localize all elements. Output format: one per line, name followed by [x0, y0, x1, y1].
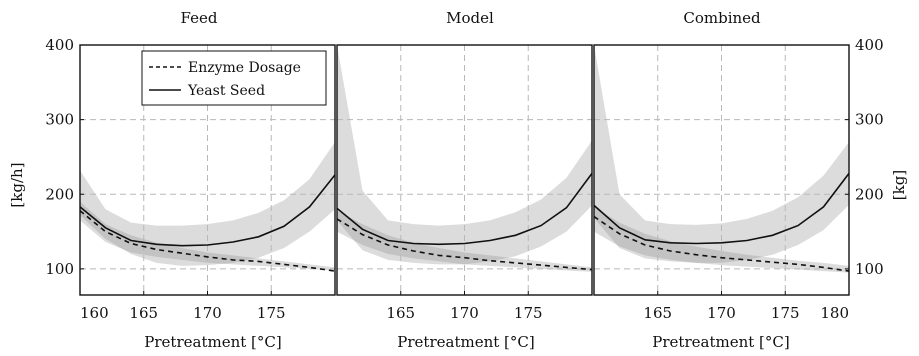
series-line-yeast-seed	[337, 172, 592, 246]
y-axis-label-right: [kg]	[890, 170, 908, 200]
x-tick-label: 170	[450, 304, 479, 322]
x-tick-label: 175	[771, 304, 800, 322]
series-line-enzyme-dosage	[594, 215, 849, 272]
x-tick-label: 165	[386, 304, 415, 322]
plot-frame	[79, 44, 336, 296]
y-tick-label: 400	[855, 36, 884, 54]
panel-title: Combined	[683, 9, 761, 27]
y-tick-label: 200	[855, 185, 884, 203]
legend-label-yeast-seed: Yeast Seed	[187, 83, 265, 99]
panel-model: Model 165 170 175 Pretreatment [°C]	[336, 9, 593, 351]
series-line-yeast-seed	[594, 172, 849, 245]
x-tick-label: 170	[193, 304, 222, 322]
x-tick-label: 175	[514, 304, 543, 322]
confidence-band-enzyme-dosage	[80, 201, 335, 271]
confidence-band-yeast-seed	[80, 142, 335, 266]
panel-feed: Feed 160 165 170 175 100 200 300 400 Pretreatme…	[8, 9, 336, 351]
x-tick-label: 165	[129, 304, 158, 322]
x-tick-label: 170	[707, 304, 736, 322]
x-axis-label: Pretreatment [°C]	[652, 333, 789, 351]
y-tick-label: 100	[45, 260, 74, 278]
x-tick-label: 160	[80, 304, 109, 322]
y-tick-label: 300	[45, 111, 74, 129]
panel-title: Feed	[181, 9, 218, 27]
series-line-enzyme-dosage	[337, 218, 592, 271]
x-axis-label: Pretreatment [°C]	[397, 333, 534, 351]
y-tick-label: 400	[45, 36, 74, 54]
plot-frame	[593, 44, 850, 296]
legend-box	[141, 50, 327, 106]
series-line-enzyme-dosage	[80, 210, 335, 272]
series-line-yeast-seed	[80, 174, 335, 247]
y-tick-label: 200	[45, 185, 74, 203]
x-tick-label: 180	[820, 304, 849, 322]
panel-title: Model	[446, 9, 494, 27]
legend: Enzyme Dosage Yeast Seed	[141, 50, 327, 106]
plot-frame	[336, 44, 593, 296]
x-axis-label: Pretreatment [°C]	[144, 333, 281, 351]
x-tick-label: 175	[257, 304, 286, 322]
y-tick-label: 300	[855, 111, 884, 129]
y-tick-label: 100	[855, 260, 884, 278]
x-tick-label: 165	[643, 304, 672, 322]
y-axis-label: [kg/h]	[8, 162, 26, 207]
panel-combined: Combined 165 170 175 180 100 200 300 400 Pretre…	[593, 9, 908, 351]
legend-label-enzyme-dosage: Enzyme Dosage	[188, 60, 301, 76]
